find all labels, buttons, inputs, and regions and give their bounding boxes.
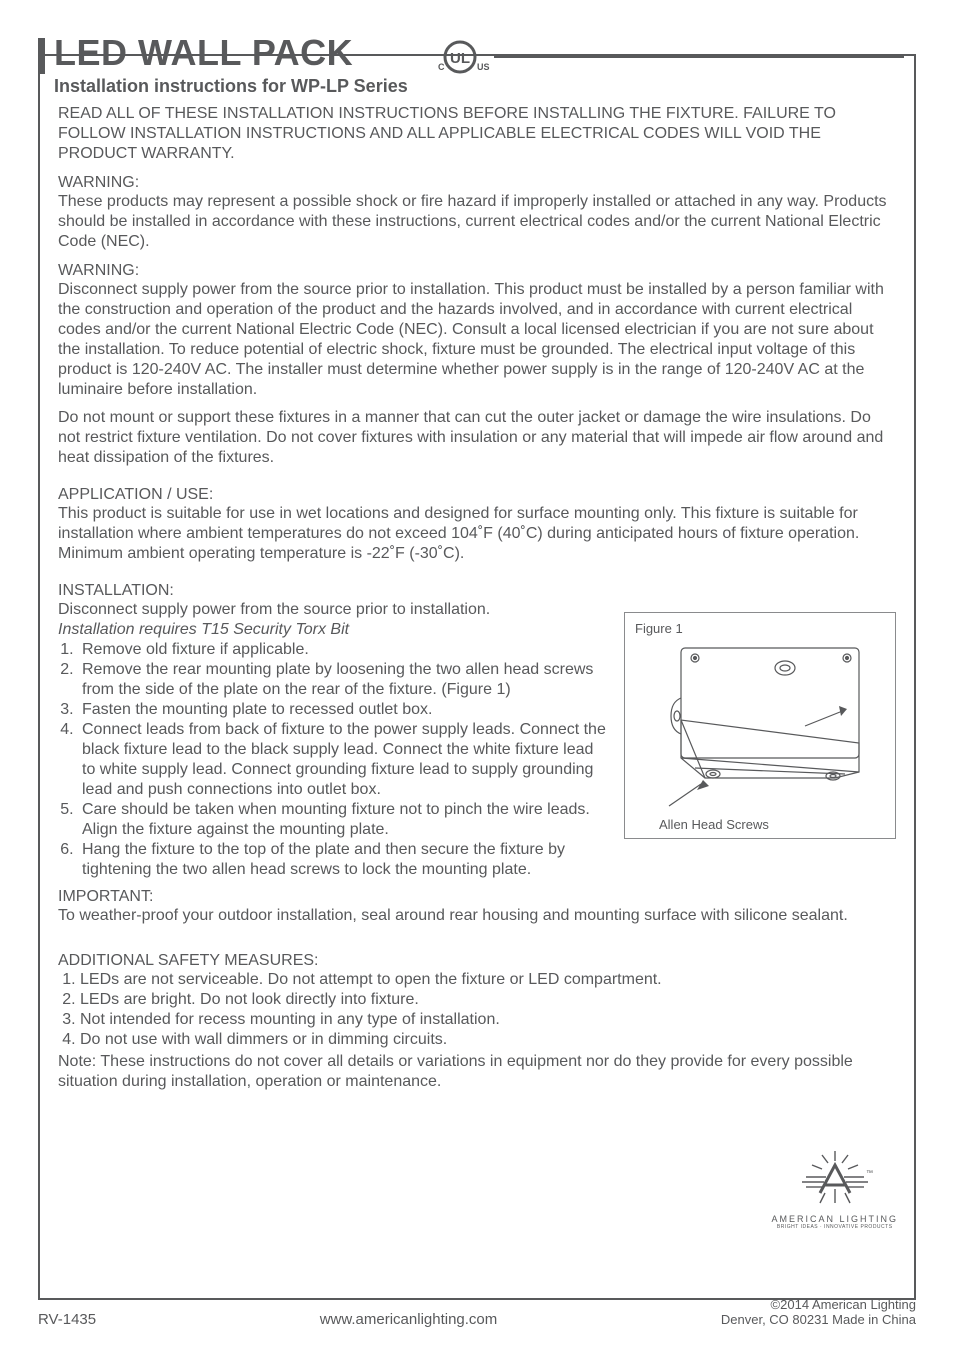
page-footer: RV-1435 www.americanlighting.com ©2014 A…	[38, 1297, 916, 1328]
application-heading: APPLICATION / USE:	[58, 486, 896, 504]
warning-1-heading: WARNING:	[58, 174, 896, 192]
warning-2-heading: WARNING:	[58, 262, 896, 280]
installation-requires: Installation requires T15 Security Torx …	[58, 620, 610, 640]
application-body: This product is suitable for use in wet …	[58, 504, 896, 564]
content-frame: READ ALL OF THESE INSTALLATION INSTRUCTI…	[38, 54, 916, 1300]
logo-tm: ™	[866, 1170, 873, 1177]
figure-1-label: Figure 1	[635, 621, 885, 636]
installation-steps: Remove old fixture if applicable. Remove…	[78, 640, 610, 880]
installation-heading: INSTALLATION:	[58, 582, 610, 600]
warning-1-body: These products may represent a possible …	[58, 192, 896, 252]
install-step: Remove old fixture if applicable.	[78, 640, 610, 660]
installation-lead: Disconnect supply power from the source …	[58, 600, 610, 620]
installation-section: INSTALLATION: Disconnect supply power fr…	[58, 574, 896, 880]
american-lighting-logo-icon: ™	[792, 1147, 878, 1207]
install-step: Care should be taken when mounting fixtu…	[78, 800, 610, 840]
warning-2: WARNING: Disconnect supply power from th…	[58, 262, 896, 468]
figure-1-caption: Allen Head Screws	[659, 817, 885, 832]
safety-item: Not intended for recess mounting in any …	[80, 1010, 896, 1030]
install-step: Remove the rear mounting plate by loosen…	[78, 660, 610, 700]
safety-note: Note: These instructions do not cover al…	[58, 1052, 896, 1092]
intro-text: READ ALL OF THESE INSTALLATION INSTRUCTI…	[58, 104, 896, 164]
safety-note-label: Note:	[58, 1053, 96, 1070]
important-body: To weather-proof your outdoor installati…	[58, 906, 896, 926]
warning-2-p2: Do not mount or support these fixtures i…	[58, 408, 896, 468]
safety-heading: ADDITIONAL SAFETY MEASURES:	[58, 952, 896, 970]
company-logo: ™ AMERICAN LIGHTING BRIGHT IDEAS · INNOV…	[771, 1147, 898, 1230]
safety-section: ADDITIONAL SAFETY MEASURES: LEDs are not…	[58, 952, 896, 1092]
application-section: APPLICATION / USE: This product is suita…	[58, 486, 896, 564]
install-step: Hang the fixture to the top of the plate…	[78, 840, 610, 880]
important-section: IMPORTANT: To weather-proof your outdoor…	[58, 888, 896, 926]
figure-1-diagram-icon	[635, 640, 885, 810]
safety-list: LEDs are not serviceable. Do not attempt…	[80, 970, 896, 1050]
logo-name: AMERICAN LIGHTING	[771, 1214, 898, 1224]
footer-address: Denver, CO 80231 Made in China	[721, 1312, 916, 1328]
footer-copyright: ©2014 American Lighting	[721, 1297, 916, 1313]
safety-item: LEDs are not serviceable. Do not attempt…	[80, 970, 896, 990]
figure-1: Figure 1	[624, 612, 896, 839]
footer-url: www.americanlighting.com	[320, 1311, 498, 1328]
warning-1: WARNING: These products may represent a …	[58, 174, 896, 252]
safety-note-body: These instructions do not cover all deta…	[58, 1053, 853, 1090]
safety-item: Do not use with wall dimmers or in dimmi…	[80, 1030, 896, 1050]
warning-2-p1: Disconnect supply power from the source …	[58, 280, 896, 400]
safety-item: LEDs are bright. Do not look directly in…	[80, 990, 896, 1010]
footer-rev: RV-1435	[38, 1311, 96, 1328]
install-step: Fasten the mounting plate to recessed ou…	[78, 700, 610, 720]
install-step: Connect leads from back of fixture to th…	[78, 720, 610, 800]
important-heading: IMPORTANT:	[58, 888, 896, 906]
logo-tagline: BRIGHT IDEAS · INNOVATIVE PRODUCTS	[771, 1224, 898, 1230]
